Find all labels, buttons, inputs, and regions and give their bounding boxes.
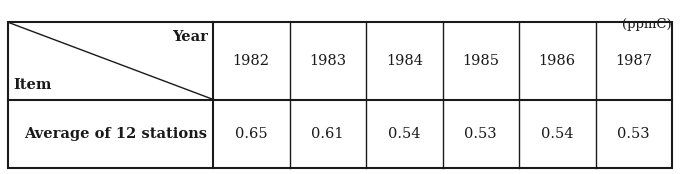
- Text: Average of 12 stations: Average of 12 stations: [24, 127, 207, 141]
- Text: 0.61: 0.61: [311, 127, 344, 141]
- Text: Year: Year: [172, 30, 208, 44]
- Text: 0.54: 0.54: [388, 127, 420, 141]
- Text: 1982: 1982: [233, 54, 270, 68]
- Text: 1983: 1983: [309, 54, 346, 68]
- Text: 1985: 1985: [462, 54, 499, 68]
- Text: 1987: 1987: [615, 54, 652, 68]
- Text: Item: Item: [13, 78, 52, 92]
- Text: 0.65: 0.65: [235, 127, 267, 141]
- Text: 0.53: 0.53: [464, 127, 497, 141]
- Text: 0.54: 0.54: [541, 127, 573, 141]
- Text: 1986: 1986: [539, 54, 576, 68]
- Bar: [8, 22, 672, 168]
- Text: 0.53: 0.53: [617, 127, 650, 141]
- Text: (ppmC): (ppmC): [622, 18, 672, 31]
- Text: 1984: 1984: [386, 54, 423, 68]
